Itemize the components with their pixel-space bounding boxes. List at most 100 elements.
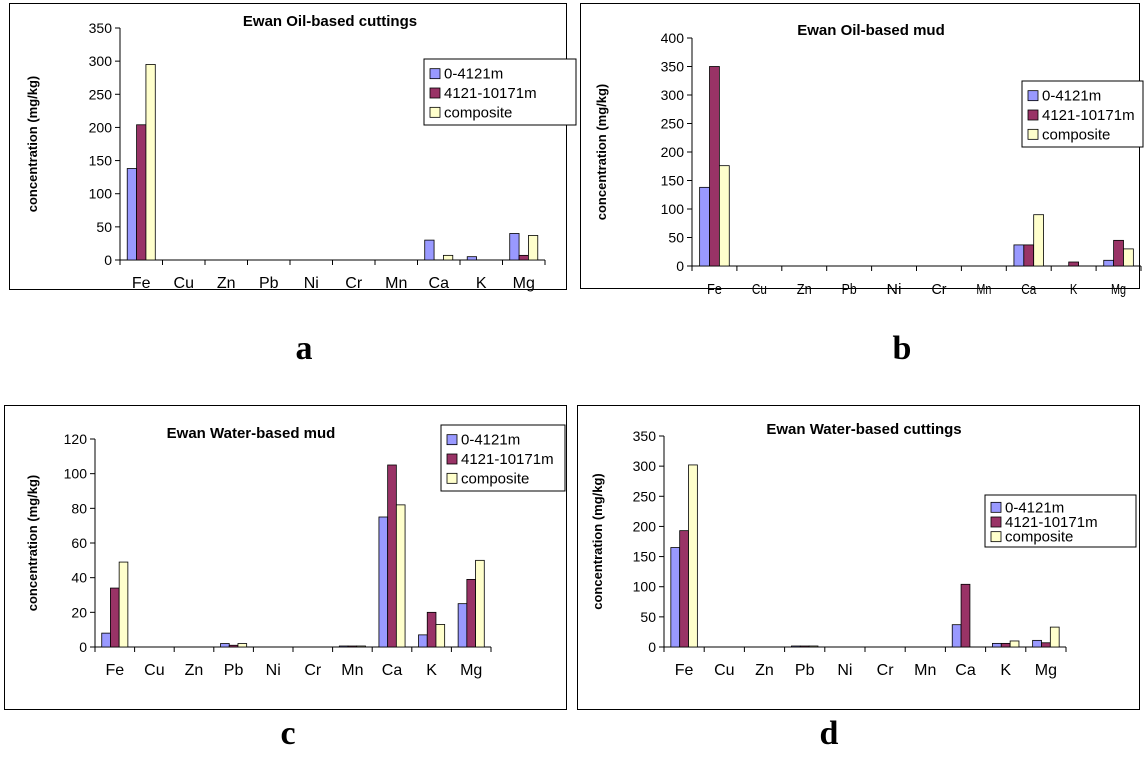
y-tick-label: 120 (64, 431, 88, 447)
chart-panel-b: Ewan Oil-based mud concentration (mg/kg) 0… (580, 3, 1144, 298)
legend-swatch (1027, 128, 1039, 140)
bar (1068, 261, 1079, 267)
bar (951, 624, 962, 648)
panel-letter-b: b (892, 330, 912, 367)
y-tick-label: 150 (89, 153, 113, 169)
x-tick-label: Cr (877, 662, 895, 679)
legend-swatch (990, 531, 1002, 543)
y-tick-label: 250 (89, 86, 113, 102)
legend-label: composite (461, 470, 529, 487)
y-tick-label: 100 (64, 466, 88, 482)
x-tick-label: K (1070, 281, 1078, 298)
chart-panel-a: Ewan Oil-based cuttings concentration (mg… (9, 3, 577, 292)
legend-box (1021, 80, 1144, 148)
bar (718, 165, 730, 267)
bar (799, 645, 810, 648)
y-tick-label: 200 (633, 518, 657, 534)
legend-swatch (446, 434, 458, 446)
y-tick-label: 0 (676, 258, 684, 274)
bar (1023, 244, 1035, 267)
x-tick-label: Ca (955, 662, 976, 679)
x-tick-label: Ni (887, 281, 902, 298)
y-axis-label: concentration (mg/kg) (590, 473, 605, 610)
bar (1033, 214, 1044, 267)
bar (1013, 244, 1025, 267)
bar (1032, 639, 1042, 648)
bar (237, 643, 248, 648)
panel-letter-d: d (819, 715, 839, 752)
bar (1113, 239, 1124, 267)
bar (699, 186, 710, 267)
x-tick-label: Cu (752, 281, 767, 298)
legend-swatch (446, 472, 458, 484)
bar (1123, 248, 1134, 267)
legend-box (423, 58, 577, 126)
bar (347, 645, 358, 648)
legend-swatch (429, 68, 441, 80)
x-tick-label: Mg (1111, 281, 1126, 298)
x-tick-label: Cr (345, 275, 363, 292)
x-tick-label: Ca (429, 275, 450, 292)
x-tick-label: Pb (259, 275, 279, 292)
legend-label: composite (1042, 126, 1110, 143)
legend-label: 0-4121m (1005, 499, 1064, 516)
bar (1009, 640, 1020, 648)
legend-swatch (990, 516, 1002, 528)
bar (228, 644, 239, 648)
bar (126, 168, 137, 261)
y-tick-label: 350 (89, 20, 113, 36)
chart-svg-a: Ewan Oil-based cuttings concentration (mg… (25, 13, 577, 292)
x-tick-label: Pb (795, 662, 815, 679)
bar (101, 632, 111, 648)
y-tick-label: 150 (661, 173, 685, 189)
x-tick-label: Zn (797, 281, 812, 298)
chart-svg-d: Ewan Water-based cuttings concentration (… (590, 421, 1137, 679)
legend-label: 4121-10171m (1005, 514, 1098, 531)
x-tick-label: Mg (513, 275, 535, 292)
chart-title: Ewan Water-based cuttings (766, 421, 961, 438)
y-tick-label: 150 (633, 549, 657, 565)
bar (528, 235, 539, 261)
y-tick-label: 300 (661, 87, 685, 103)
x-tick-label: Zn (217, 275, 236, 292)
legend-box (440, 424, 566, 492)
bar (992, 642, 1002, 648)
legend-label: 0-4121m (1042, 88, 1101, 105)
x-tick-label: Ca (1021, 281, 1037, 298)
y-tick-label: 50 (96, 219, 112, 235)
bar (338, 645, 349, 648)
bar (808, 645, 819, 648)
x-tick-label: Fe (675, 662, 694, 679)
bar (443, 254, 454, 261)
bar (1103, 259, 1115, 267)
bar (509, 233, 520, 261)
y-tick-label: 300 (633, 458, 657, 474)
chart-title: Ewan Oil-based cuttings (243, 13, 417, 30)
x-tick-label: Ni (837, 662, 852, 679)
x-tick-label: Mn (341, 662, 363, 679)
bar (145, 64, 156, 261)
y-tick-label: 300 (89, 53, 113, 69)
bar (466, 578, 476, 648)
x-tick-label: Mn (976, 281, 991, 298)
x-tick-label: Cr (304, 662, 322, 679)
bar (387, 464, 397, 648)
legend-label: 4121-10171m (1042, 107, 1135, 124)
bar (424, 239, 435, 261)
y-tick-label: 100 (89, 186, 113, 202)
bar (1000, 642, 1011, 648)
legend-label: composite (444, 104, 512, 121)
legend-swatch (446, 453, 458, 465)
legend-swatch (1027, 109, 1039, 121)
x-tick-label: Ni (304, 275, 319, 292)
bar (1041, 642, 1051, 648)
bar (475, 559, 485, 648)
bar (1049, 626, 1060, 648)
legend-swatch (1027, 90, 1039, 102)
legend-label: 4121-10171m (444, 85, 537, 102)
y-tick-label: 0 (648, 639, 656, 655)
y-tick-label: 50 (640, 609, 656, 625)
y-tick-label: 20 (71, 604, 87, 620)
bar (457, 603, 468, 648)
y-tick-label: 50 (668, 230, 684, 246)
